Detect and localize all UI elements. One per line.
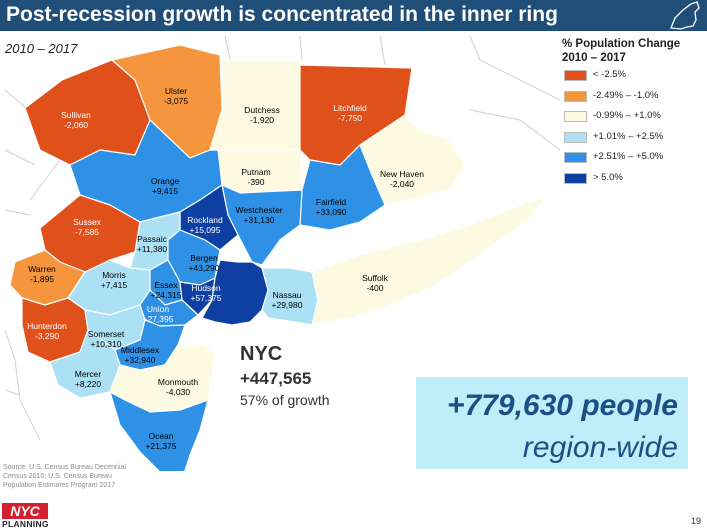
label-nassau: Nassau +29,980 [271,290,303,310]
county-westchester [221,184,303,266]
legend-period: 2010 – 2017 [562,52,626,64]
county-suffolk [311,197,546,326]
callout-value: +779,630 people [447,389,678,422]
label-sussex: Sussex -7,585 [73,217,101,237]
legend-item: -2.49% – -1.0% [562,86,702,107]
label-hunterdon: Hunterdon -3,290 [27,321,67,341]
label-litchfield: Litchfield -7,750 [333,103,367,123]
label-rockland: Rockland +15,095 [187,215,223,235]
label-putnam: Putnam -390 [241,167,271,187]
legend-item: < -2.5% [562,65,702,86]
legend-label: +1.01% – +2.5% [593,130,664,142]
nyc-value: +447,565 [240,369,312,388]
label-new-haven: New Haven -2,040 [380,169,424,189]
label-ulster: Ulster -3,075 [163,86,189,106]
legend-swatch [564,152,587,163]
label-union: Union +27,395 [142,304,174,324]
legend-swatch [564,70,587,81]
legend-label: -0.99% – +1.0% [593,110,661,121]
title-bar: Post-recession growth is concentrated in… [0,0,707,31]
label-fairfield: Fairfield +33,090 [315,197,347,217]
legend-item: +2.51% – +5.0% [562,147,702,168]
legend-label: < -2.5% [593,69,627,80]
legend-label: +2.51% – +5.0% [593,151,664,162]
label-orange: Orange +9,415 [150,176,180,196]
label-mercer: Mercer +8,220 [74,369,102,389]
nyc-planning-logo: NYC PLANNING [2,503,49,529]
logo-planning: PLANNING [2,519,49,529]
legend-item: +1.01% – +2.5% [562,127,702,148]
new-york-state-icon [670,1,700,30]
label-bergen: Bergen +43,290 [188,253,220,273]
period-subtitle: 2010 – 2017 [5,41,78,56]
legend-swatch [564,90,587,102]
label-hudson: Hudson +57,375 [190,283,222,303]
logo-nyc: NYC [2,503,48,519]
legend-swatch [564,172,587,184]
page-number: 19 [690,516,701,526]
county-nassau [261,267,319,326]
legend-swatch [564,131,587,143]
legend-title: % Population Change [562,38,681,50]
label-middlesex: Middlesex +32,940 [120,345,160,365]
legend-swatch [564,111,587,122]
callout-label: region-wide [522,431,678,464]
legend-label: -2.49% – -1.0% [593,89,659,101]
legend: % Population Change 2010 – 2017 < -2.5% -… [562,37,702,188]
label-morris: Morris +7,415 [100,270,128,290]
label-sullivan: Sullivan -2,060 [61,110,91,130]
county-map [4,35,560,471]
legend-item: > 5.0% [562,168,702,189]
label-somerset: Somerset +10,310 [87,329,125,349]
label-warren: Warren -1,895 [28,264,56,284]
label-essex: Essex +24,315 [150,280,182,300]
nyc-label: NYC [240,343,283,365]
legend-label: > 5.0% [593,171,623,183]
region-wide-callout: +779,630 people region-wide [416,377,688,469]
label-passaic: Passaic +11,380 [136,234,168,254]
label-ocean: Ocean +21,375 [145,431,177,451]
page-title: Post-recession growth is concentrated in… [6,3,558,26]
label-westchester: Westchester +31,130 [235,205,283,225]
label-dutchess: Dutchess -1,920 [244,105,280,125]
nyc-share: 57% of growth [240,392,330,408]
nyc-summary: NYC +447,565 57% of growth [240,343,330,408]
label-suffolk: Suffolk -400 [362,273,388,293]
county-ocean [109,391,209,471]
legend-item: -0.99% – +1.0% [562,106,702,127]
label-monmouth: Monmouth -4,030 [157,377,199,397]
source-note: Source: U.S. Census Bureau Decennial Cen… [3,464,126,489]
